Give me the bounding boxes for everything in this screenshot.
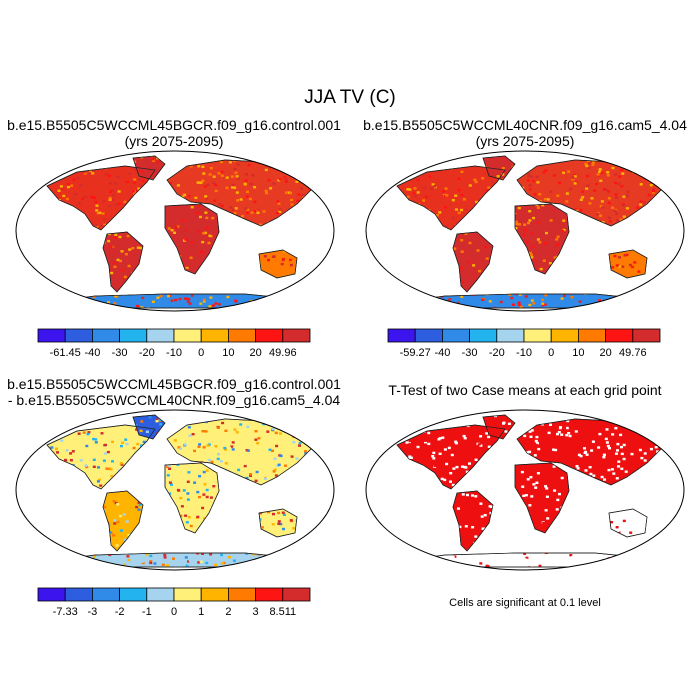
case2-title-line2: (yrs 2075-2095) (475, 133, 575, 149)
colorbar-swatch (119, 328, 148, 343)
colorbar-label: -30 (112, 347, 128, 359)
colorbar-label: 0 (548, 347, 554, 359)
colorbar-swatch (442, 328, 471, 343)
case2-title: b.e15.B5505C5WCCML40CNR.f09_g16.cam5_4.0… (355, 117, 695, 149)
colorbar-label: -2 (115, 606, 125, 618)
colorbar-label: -1 (142, 606, 152, 618)
colorbar-swatch (577, 328, 606, 343)
colorbar-label: 49.96 (269, 347, 297, 359)
significance-note: Cells are significant at 0.1 level (449, 597, 601, 609)
colorbar-swatch (255, 328, 284, 343)
colorbar-label: 1 (198, 606, 204, 618)
colorbar-swatch (632, 328, 661, 343)
diff-colorbar: -7.33 -3 -2 -1 0 1 2 3 8.511 (37, 587, 311, 618)
case2-colorbar: -59.27 -40 -30 -20 -10 0 10 20 49.76 (387, 328, 661, 359)
colorbar-label: -40 (84, 347, 100, 359)
colorbar-swatch (496, 328, 525, 343)
colorbar-swatch (523, 328, 552, 343)
colorbar-label: 8.511 (269, 606, 296, 618)
colorbar-label: 10 (222, 347, 234, 359)
colorbar-swatch (37, 328, 66, 343)
colorbar-label: -20 (489, 347, 505, 359)
colorbar-swatch (173, 587, 202, 602)
colorbar-label: -59.27 (400, 347, 431, 359)
colorbar-swatch (227, 328, 256, 343)
colorbar-swatch (550, 328, 579, 343)
colorbar-label: 2 (225, 606, 231, 618)
colorbar-swatch (255, 587, 284, 602)
case1-title-line2: (yrs 2075-2095) (124, 133, 224, 149)
colorbar-label: -10 (516, 347, 532, 359)
case2-map (365, 150, 685, 312)
colorbar-label: -3 (88, 606, 98, 618)
diff-title: b.e15.B5505C5WCCML45BGCR.f09_g16.control… (4, 376, 344, 408)
colorbar-label: 0 (198, 347, 204, 359)
colorbar-label: -20 (139, 347, 155, 359)
case1-map (15, 150, 335, 312)
ttest-title: T-Test of two Case means at each grid po… (355, 382, 695, 398)
case1-title-line1: b.e15.B5505C5WCCML45BGCR.f09_g16.control… (7, 117, 341, 133)
colorbar-label: -10 (166, 347, 182, 359)
case1-colorbar: -61.45 -40 -30 -20 -10 0 10 20 49.96 (37, 328, 311, 359)
colorbar-swatch (227, 587, 256, 602)
colorbar-label: 49.76 (619, 347, 647, 359)
colorbar-swatch (146, 328, 175, 343)
colorbar-swatch (119, 587, 148, 602)
colorbar-swatch (64, 328, 93, 343)
colorbar-swatch (469, 328, 498, 343)
colorbar-label: 3 (253, 606, 259, 618)
diff-map (15, 409, 335, 571)
diff-title-line1: b.e15.B5505C5WCCML45BGCR.f09_g16.control… (7, 376, 341, 392)
ttest-title-line1: T-Test of two Case means at each grid po… (388, 382, 662, 398)
ttest-map (365, 409, 685, 571)
colorbar-swatch (146, 587, 175, 602)
case1-title: b.e15.B5505C5WCCML45BGCR.f09_g16.control… (4, 117, 344, 149)
colorbar-label: -30 (462, 347, 478, 359)
colorbar-label: -7.33 (53, 606, 78, 618)
case2-title-line1: b.e15.B5505C5WCCML40CNR.f09_g16.cam5_4.0… (363, 117, 687, 133)
colorbar-label: 20 (249, 347, 261, 359)
colorbar-swatch (173, 328, 202, 343)
colorbar-swatch (200, 328, 229, 343)
colorbar-swatch (414, 328, 443, 343)
colorbar-swatch (282, 328, 311, 343)
colorbar-swatch (282, 587, 311, 602)
colorbar-swatch (37, 587, 66, 602)
colorbar-label: -40 (434, 347, 450, 359)
colorbar-swatch (92, 587, 121, 602)
colorbar-swatch (605, 328, 634, 343)
colorbar-label: -61.45 (50, 347, 81, 359)
colorbar-swatch (64, 587, 93, 602)
diff-title-line2: - b.e15.B5505C5WCCML40CNR.f09_g16.cam5_4… (7, 392, 341, 408)
colorbar-swatch (200, 587, 229, 602)
main-title: JJA TV (C) (304, 87, 396, 108)
colorbar-swatch (92, 328, 121, 343)
colorbar-label: 20 (599, 347, 611, 359)
colorbar-label: 0 (171, 606, 177, 618)
colorbar-swatch (387, 328, 416, 343)
colorbar-label: 10 (572, 347, 584, 359)
